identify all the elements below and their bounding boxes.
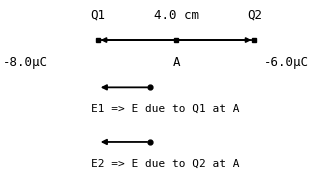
Text: -8.0μC: -8.0μC (3, 56, 48, 69)
Text: -6.0μC: -6.0μC (264, 56, 309, 69)
Text: Q2: Q2 (247, 9, 262, 22)
Text: E2 => E due to Q2 at A: E2 => E due to Q2 at A (91, 158, 240, 168)
Text: Q1: Q1 (90, 9, 105, 22)
Text: 4.0 cm: 4.0 cm (154, 9, 199, 22)
Text: A: A (172, 56, 180, 69)
Text: E1 => E due to Q1 at A: E1 => E due to Q1 at A (91, 104, 240, 114)
